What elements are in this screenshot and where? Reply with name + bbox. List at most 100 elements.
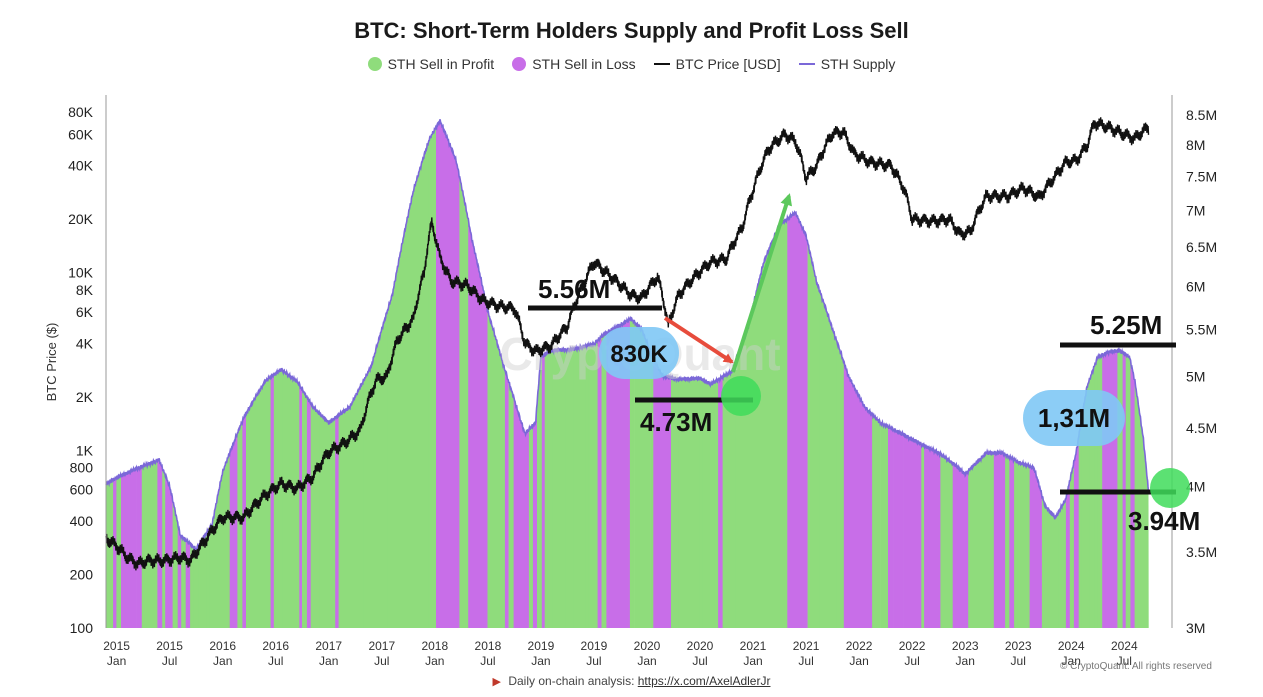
sth-supply-line — [105, 119, 1150, 553]
profit-bar — [985, 119, 989, 628]
left-tick-label: 8K — [76, 282, 94, 298]
play-icon: ▶ — [492, 676, 501, 688]
x-tick-month: Jan — [956, 654, 975, 668]
profit-bar — [201, 119, 207, 628]
x-tick-month: Jan — [213, 654, 232, 668]
left-tick-label: 40K — [68, 158, 94, 174]
profit-bar — [420, 119, 424, 628]
profit-bar — [771, 119, 775, 628]
label-4-73m: 4.73M — [640, 407, 712, 437]
profit-bar — [286, 119, 292, 628]
profit-bar — [815, 119, 821, 628]
loss-bar — [847, 119, 853, 628]
profit-bar — [492, 119, 497, 628]
chart-title: BTC: Short-Term Holders Supply and Profi… — [354, 18, 909, 43]
profit-bar — [108, 119, 114, 628]
profit-bar — [322, 119, 329, 628]
profit-bar — [363, 119, 367, 628]
right-tick-label: 6.5M — [1186, 239, 1217, 255]
marker-3-94m — [1150, 468, 1190, 508]
legend-item-loss[interactable]: STH Sell in Loss — [512, 56, 636, 72]
footer-link[interactable]: https://x.com/AxelAdlerJr — [637, 674, 771, 688]
profit-bar — [500, 119, 506, 628]
x-tick-year: 2016 — [209, 639, 236, 653]
left-tick-label: 1K — [76, 442, 94, 458]
profit-bar — [246, 119, 251, 628]
profit-bar — [585, 119, 590, 628]
right-tick-label: 5M — [1186, 368, 1205, 384]
left-axis-label: BTC Price ($) — [44, 323, 59, 402]
profit-bar — [412, 119, 417, 628]
right-tick-label: 3.5M — [1186, 544, 1217, 560]
x-tick-month: Jul — [480, 654, 495, 668]
loss-bar — [1110, 119, 1116, 628]
profit-bar — [810, 119, 816, 628]
x-tick-month: Jul — [268, 654, 283, 668]
profit-bar — [291, 119, 295, 628]
profit-bar — [273, 119, 279, 628]
loss-bar — [802, 119, 808, 628]
x-tick-year: 2019 — [581, 639, 608, 653]
x-tick-month: Jul — [586, 654, 601, 668]
x-tick-month: Jan — [637, 654, 656, 668]
profit-bar — [743, 119, 747, 628]
right-tick-label: 3M — [1186, 620, 1205, 636]
loss-bar — [867, 119, 873, 628]
left-tick-label: 6K — [76, 304, 94, 320]
profit-bar — [1089, 119, 1095, 628]
loss-bar — [306, 119, 312, 628]
profit-bar — [1134, 119, 1139, 628]
profit-bar — [783, 119, 788, 628]
loss-bar — [444, 119, 450, 628]
profit-bar — [255, 119, 259, 628]
profit-bar — [1024, 119, 1030, 628]
profit-bar — [880, 119, 885, 628]
profit-bar — [884, 119, 889, 628]
profit-bar — [807, 119, 812, 628]
profit-bar — [314, 119, 320, 628]
profit-bar — [750, 119, 756, 628]
x-tick-year: 2024 — [1111, 639, 1138, 653]
loss-bar — [996, 119, 1002, 628]
profit-bar — [459, 119, 465, 628]
profit-bar — [1138, 119, 1144, 628]
profit-bar — [763, 119, 767, 628]
x-tick-month: Jan — [319, 654, 338, 668]
loss-bar — [965, 119, 969, 628]
profit-bar — [399, 119, 404, 628]
profit-bar — [214, 119, 219, 628]
legend-item-profit[interactable]: STH Sell in Profit — [367, 56, 494, 72]
loss-bar — [242, 119, 247, 628]
x-tick-month: Jul — [692, 654, 707, 668]
x-tick-year: 2024 — [1058, 639, 1085, 653]
profit-bar — [379, 119, 385, 628]
legend-label-supply: STH Supply — [820, 56, 896, 72]
x-tick-year: 2022 — [846, 639, 873, 653]
legend-item-supply[interactable]: STH Supply — [798, 56, 896, 72]
loss-bar — [787, 119, 793, 628]
profit-bar — [294, 119, 300, 628]
profit-bar — [819, 119, 824, 628]
profit-bar — [1045, 119, 1051, 628]
profit-bar — [356, 119, 359, 628]
left-tick-label: 800 — [70, 460, 94, 476]
profit-bar — [1005, 119, 1010, 628]
loss-bar — [456, 119, 460, 628]
legend-item-price[interactable]: BTC Price [USD] — [653, 56, 781, 72]
loss-bar — [177, 119, 182, 628]
loss-bar — [952, 119, 959, 628]
profit-bar — [552, 119, 558, 628]
profit-bar — [601, 119, 607, 628]
profit-bar — [496, 119, 501, 628]
loss-bar — [440, 119, 445, 628]
profit-bar — [278, 119, 284, 628]
x-tick-month: Jan — [743, 654, 762, 668]
profit-bar — [578, 119, 581, 628]
loss-bar — [800, 119, 803, 628]
loss-bar — [1073, 119, 1080, 628]
left-tick-label: 100 — [70, 620, 94, 636]
bubble-830k — [599, 327, 679, 379]
profit-bar — [738, 119, 744, 628]
loss-bar — [931, 119, 938, 628]
loss-bar — [299, 119, 303, 628]
